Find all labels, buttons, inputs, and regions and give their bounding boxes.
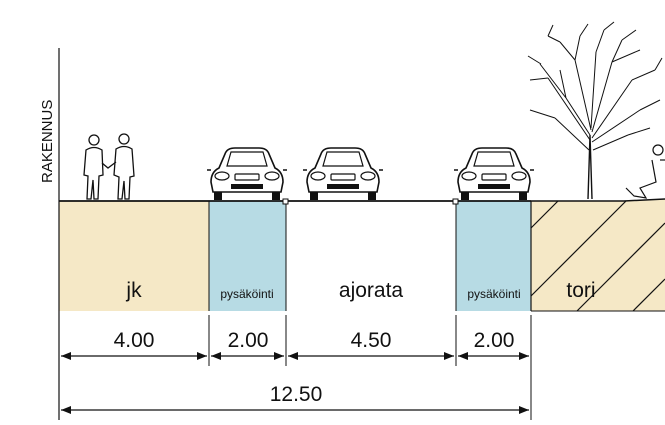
curb-marker [452,198,459,205]
zone-jk-fill [59,201,209,311]
dimension-label-parking-right: 2.00 [474,329,515,352]
building-label: RAKENNUS [39,100,56,183]
pedestrians-icon [83,133,135,200]
dimension-label-ajorata: 4.50 [351,329,392,352]
section-lines [58,48,665,420]
tree-icon [527,21,663,200]
car-front-icon [453,147,535,201]
seated-person-icon [625,144,665,199]
dimension-label-parking-left: 2.00 [228,329,269,352]
zone-parking-left-fill [209,201,286,311]
total-width-label: 12.50 [270,383,323,406]
zone-label-parking-left: pysäköinti [220,287,273,301]
dimension-label-jk: 4.00 [114,329,155,352]
zone-label-ajorata: ajorata [339,279,404,302]
curb-marker [282,198,289,205]
zone-tori-fill [531,199,665,311]
zone-parking-right-fill [456,201,531,311]
zone-label-parking-right: pysäköinti [467,287,520,301]
tori-hatch [530,200,665,312]
car-front-icon [206,147,288,201]
zone-label-jk: jk [125,279,142,302]
zone-label-tori: tori [566,279,595,302]
car-front-icon [302,147,384,201]
